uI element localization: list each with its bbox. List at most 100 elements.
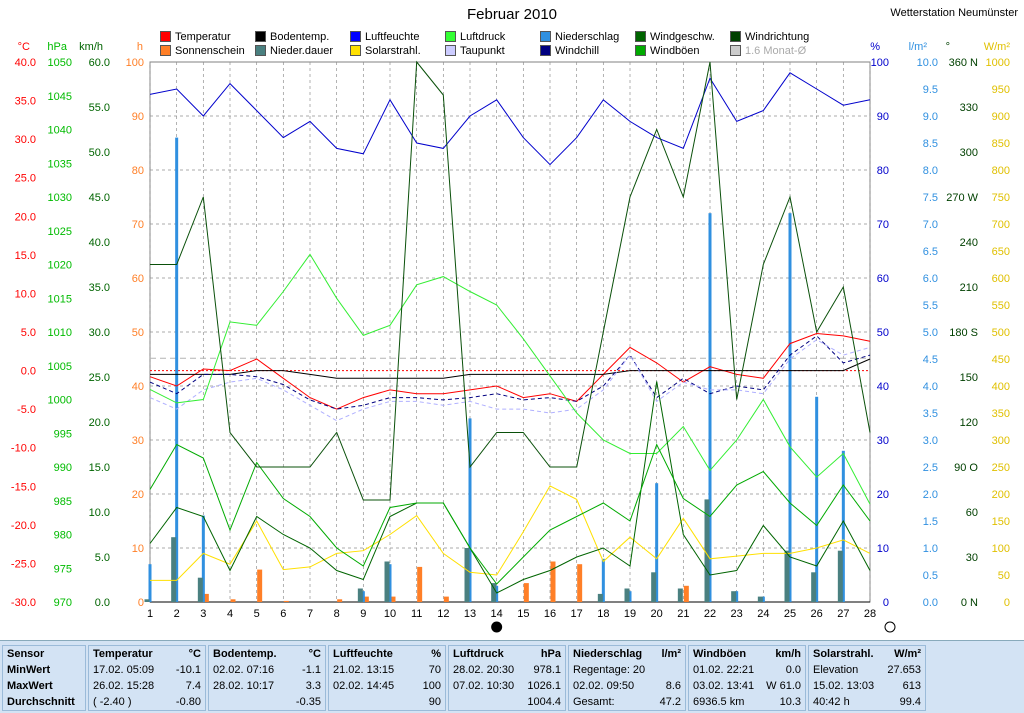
stats-value-row: 26.02. 15:28 7.4 bbox=[93, 678, 201, 694]
bar-nieder-dauer bbox=[757, 596, 763, 602]
bar-nieder-dauer bbox=[197, 577, 203, 602]
bar-nieder-dauer bbox=[784, 550, 790, 602]
line-taupunkt bbox=[149, 339, 871, 422]
line-bodentemp- bbox=[150, 358, 871, 379]
solar-axis-tick: 0 bbox=[1004, 597, 1010, 609]
x-tick-label: 7 bbox=[307, 608, 313, 620]
temp-axis-tick: 35.0 bbox=[15, 96, 36, 108]
pressure-axis-tick: 975 bbox=[54, 563, 72, 575]
wind-axis-tick: 60.0 bbox=[89, 57, 110, 69]
bar-sonnenschein bbox=[523, 583, 529, 602]
stats-value-row: 28.02. 20:30 978.1 bbox=[453, 662, 561, 678]
stats-group-name: Niederschlag bbox=[573, 648, 643, 660]
legend-swatch bbox=[160, 45, 171, 56]
stats-value-row: 1004.4 bbox=[453, 694, 561, 710]
stats-row-label: MinWert bbox=[7, 664, 51, 676]
pressure-axis-tick: 1015 bbox=[48, 293, 72, 305]
hours-axis-tick: 40 bbox=[132, 381, 144, 393]
stats-time: 07.02. 10:30 bbox=[453, 680, 515, 692]
rain-axis-tick: 8.5 bbox=[923, 138, 938, 150]
bar-niederschlag bbox=[361, 591, 365, 602]
line-windb-en bbox=[149, 443, 871, 585]
bar-niederschlag bbox=[388, 564, 392, 602]
stats-group-unit: hPa bbox=[540, 648, 561, 660]
legend-label: Niederschlag bbox=[555, 31, 620, 43]
x-tick-label: 22 bbox=[704, 608, 716, 620]
station-name: Wetterstation Neumünster bbox=[890, 7, 1018, 19]
stats-footer: Sensor MinWert MaxWert Durchschnitt Tempera… bbox=[0, 640, 1024, 713]
stats-row-label: Sensor bbox=[7, 648, 45, 660]
legend-swatch bbox=[445, 31, 456, 42]
stats-value-row: 6936.5 km 10.3 bbox=[693, 694, 801, 710]
stats-group-header: Temperatur °C bbox=[93, 646, 201, 662]
rain-axis-tick: 1.0 bbox=[923, 543, 938, 555]
x-tick-label: 14 bbox=[491, 608, 503, 620]
hours-axis-tick: 50 bbox=[132, 327, 144, 339]
legend-label: Sonnenschein bbox=[175, 45, 245, 57]
bar-nieder-dauer bbox=[837, 550, 843, 602]
legend-swatch bbox=[635, 31, 646, 42]
pressure-axis-tick: 1010 bbox=[48, 327, 72, 339]
stats-time: 28.02. 10:17 bbox=[213, 680, 275, 692]
stats-group: Niederschlag l/m² Regentage: 20 02.02. 09:5… bbox=[568, 645, 686, 711]
legend-swatch bbox=[350, 31, 361, 42]
wind-axis-tick: 20.0 bbox=[89, 417, 110, 429]
rain-axis-tick: 0.0 bbox=[923, 597, 938, 609]
rain-unit-label: l/m² bbox=[909, 41, 928, 53]
direction-axis-tick: 300 bbox=[960, 147, 978, 159]
stats-group: Temperatur °C 17.02. 05:09 -10.1 26.02. 15:2… bbox=[88, 645, 206, 711]
stats-group-header: Solarstrahl. W/m² bbox=[813, 646, 921, 662]
line-windgeschw- bbox=[149, 381, 871, 594]
bar-nieder-dauer bbox=[171, 537, 177, 602]
moon-full-icon bbox=[884, 621, 896, 633]
stats-time: 02.02. 14:45 bbox=[333, 680, 395, 692]
stats-group-name: Temperatur bbox=[93, 648, 153, 660]
stats-value: 978.1 bbox=[533, 664, 561, 676]
stats-time: Elevation bbox=[813, 664, 859, 676]
stats-value: 7.4 bbox=[185, 680, 201, 692]
x-tick-label: 4 bbox=[227, 608, 233, 620]
direction-axis-tick: 60 bbox=[966, 507, 978, 519]
stats-value: 3.3 bbox=[305, 680, 321, 692]
rain-axis-tick: 1.5 bbox=[923, 516, 938, 528]
bar-niederschlag bbox=[628, 591, 632, 602]
stats-value: -0.35 bbox=[295, 696, 321, 708]
wind-axis-tick: 15.0 bbox=[89, 462, 110, 474]
solar-axis-tick: 300 bbox=[992, 435, 1010, 447]
bar-sonnenschein bbox=[417, 566, 423, 602]
stats-value-row: 07.02. 10:30 1026.1 bbox=[453, 678, 561, 694]
legend-item: Solarstrahl. bbox=[350, 45, 421, 57]
bar-niederschlag bbox=[655, 483, 659, 602]
stats-time: 28.02. 20:30 bbox=[453, 664, 515, 676]
temp-axis-tick: -25.0 bbox=[11, 558, 36, 570]
bar-niederschlag bbox=[175, 137, 179, 602]
bar-niederschlag bbox=[468, 418, 472, 602]
bar-sonnenschein bbox=[283, 600, 289, 602]
stats-value-row: 02.02. 07:16 -1.1 bbox=[213, 662, 321, 678]
stats-time: 40:42 h bbox=[813, 696, 850, 708]
bar-nieder-dauer bbox=[651, 572, 657, 602]
rain-axis-tick: 6.0 bbox=[923, 273, 938, 285]
stats-time: 17.02. 05:09 bbox=[93, 664, 155, 676]
stats-value: 0.0 bbox=[785, 664, 801, 676]
hours-axis-tick: 0 bbox=[138, 597, 144, 609]
stats-value: -0.80 bbox=[175, 696, 201, 708]
x-tick-label: 25 bbox=[784, 608, 796, 620]
stats-time: 15.02. 13:03 bbox=[813, 680, 875, 692]
x-tick-label: 19 bbox=[624, 608, 636, 620]
temp-axis-tick: 25.0 bbox=[15, 173, 36, 185]
direction-axis-tick: 150 bbox=[960, 372, 978, 384]
x-tick-label: 24 bbox=[757, 608, 769, 620]
legend-swatch bbox=[730, 45, 741, 56]
stats-group-unit: l/m² bbox=[661, 648, 681, 660]
pressure-axis-tick: 985 bbox=[54, 496, 72, 508]
rain-axis-tick: 9.5 bbox=[923, 84, 938, 96]
bar-sonnenschein bbox=[363, 596, 369, 602]
legend-item: Windgeschw. bbox=[635, 31, 715, 43]
percent-axis-tick: 30 bbox=[877, 435, 889, 447]
legend-item: Niederschlag bbox=[540, 31, 619, 43]
x-tick-label: 17 bbox=[571, 608, 583, 620]
wind-axis-tick: 45.0 bbox=[89, 192, 110, 204]
bar-sonnenschein bbox=[443, 596, 449, 602]
legend-label: Bodentemp. bbox=[270, 31, 330, 43]
